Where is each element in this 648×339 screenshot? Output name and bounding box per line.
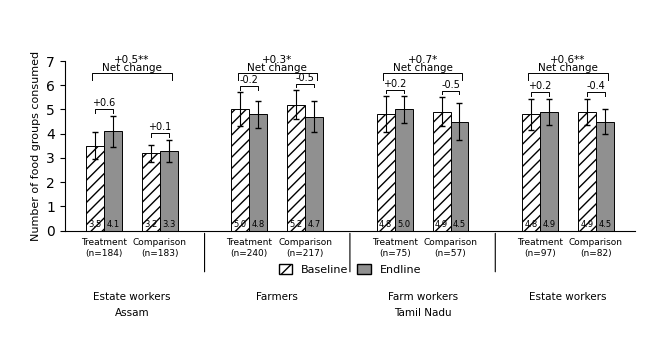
Bar (578, 112, 596, 231)
Text: +0.5**: +0.5** (114, 55, 150, 65)
Text: Net change: Net change (248, 63, 307, 73)
Bar (160, 151, 178, 231)
Text: +0.6**: +0.6** (550, 55, 586, 65)
Text: -0.4: -0.4 (586, 81, 605, 91)
Text: +0.2: +0.2 (528, 81, 551, 91)
Bar (231, 109, 249, 231)
Text: Net change: Net change (538, 63, 598, 73)
Text: -0.5: -0.5 (441, 80, 460, 90)
Text: 4.8: 4.8 (379, 220, 392, 228)
Text: Tamil Nadu: Tamil Nadu (394, 308, 452, 318)
Text: -0.5: -0.5 (295, 73, 315, 83)
Bar (142, 153, 160, 231)
Y-axis label: Number of food groups consumed: Number of food groups consumed (30, 51, 41, 241)
Bar (433, 112, 450, 231)
Bar (450, 122, 469, 231)
Bar (540, 112, 558, 231)
Text: +0.7*: +0.7* (408, 55, 437, 65)
Text: Farm workers: Farm workers (388, 292, 457, 302)
Text: Estate workers: Estate workers (529, 292, 607, 302)
Bar (287, 105, 305, 231)
Text: Assam: Assam (115, 308, 149, 318)
Text: 4.1: 4.1 (106, 220, 119, 228)
Text: 3.5: 3.5 (88, 220, 102, 228)
Bar (522, 114, 540, 231)
Bar (376, 114, 395, 231)
Text: +0.6: +0.6 (92, 98, 115, 108)
Text: Estate workers: Estate workers (93, 292, 170, 302)
Text: 4.7: 4.7 (308, 220, 321, 228)
Legend: Baseline, Endline: Baseline, Endline (274, 260, 426, 279)
Text: 3.2: 3.2 (145, 220, 157, 228)
Bar (305, 117, 323, 231)
Text: 4.5: 4.5 (453, 220, 466, 228)
Text: Net change: Net change (393, 63, 452, 73)
Bar (104, 131, 122, 231)
Text: +0.3*: +0.3* (262, 55, 292, 65)
Text: 4.8: 4.8 (524, 220, 538, 228)
Text: 4.8: 4.8 (251, 220, 265, 228)
Bar (86, 146, 104, 231)
Text: 5.2: 5.2 (290, 220, 303, 228)
Text: 3.3: 3.3 (162, 220, 176, 228)
Bar (395, 109, 413, 231)
Bar (249, 114, 267, 231)
Text: +0.2: +0.2 (383, 79, 406, 88)
Text: 4.9: 4.9 (542, 220, 555, 228)
Text: 5.0: 5.0 (397, 220, 410, 228)
Text: -0.2: -0.2 (240, 75, 259, 85)
Text: 4.5: 4.5 (598, 220, 612, 228)
Bar (596, 122, 614, 231)
Text: Net change: Net change (102, 63, 162, 73)
Text: +0.1: +0.1 (148, 122, 172, 132)
Text: 4.9: 4.9 (435, 220, 448, 228)
Text: Farmers: Farmers (257, 292, 298, 302)
Text: 4.9: 4.9 (581, 220, 594, 228)
Text: 5.0: 5.0 (234, 220, 247, 228)
